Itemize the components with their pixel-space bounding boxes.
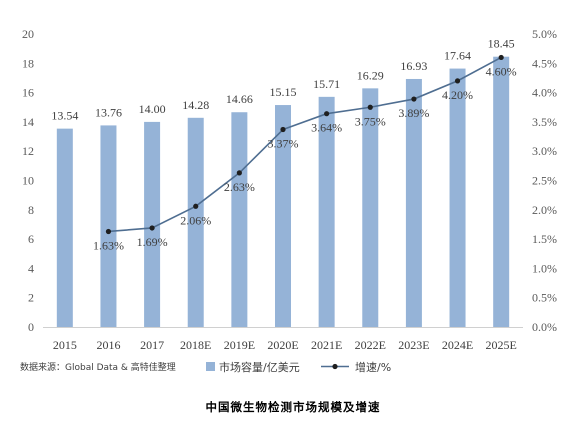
y-left-tick-label: 14 [22, 115, 34, 129]
bar-value-label: 16.29 [357, 68, 384, 82]
y-left-tick-label: 0 [28, 320, 34, 334]
x-tick-label: 2018E [180, 338, 211, 352]
growth-value-label: 3.89% [398, 106, 429, 120]
growth-value-label: 1.63% [93, 238, 124, 252]
growth-point [324, 111, 330, 117]
bar-value-label: 14.00 [139, 102, 166, 116]
bar [449, 68, 466, 327]
x-tick-label: 2023E [398, 338, 429, 352]
bar-value-label: 14.66 [226, 92, 253, 106]
bar-value-label: 13.54 [51, 109, 78, 123]
chart-caption: 中国微生物检测市场规模及增速 [205, 400, 381, 414]
legend-label-line: 增速/% [355, 360, 391, 374]
growth-value-label: 2.06% [180, 213, 211, 227]
bar-value-label: 15.15 [270, 85, 297, 99]
x-tick-label: 2020E [267, 338, 298, 352]
bar [231, 112, 248, 327]
bar [405, 78, 422, 328]
growth-point [236, 170, 242, 176]
growth-point [367, 104, 373, 110]
legend-swatch-bar [206, 362, 215, 371]
y-right-tick-label: 0.5% [532, 291, 557, 305]
bar [187, 117, 204, 327]
growth-value-label: 3.64% [311, 121, 342, 135]
x-tick-label: 2024E [442, 338, 473, 352]
growth-point [280, 126, 286, 133]
bar-value-label: 14.28 [182, 98, 209, 112]
bar [144, 121, 161, 328]
y-right-tick-label: 2.0% [532, 203, 557, 217]
y-left-tick-label: 18 [22, 56, 34, 70]
y-right-tick-label: 4.5% [532, 56, 557, 70]
y-right-tick-label: 4.0% [532, 86, 557, 100]
bar-value-label: 18.45 [488, 37, 515, 51]
x-tick-label: 2022E [355, 338, 386, 352]
x-tick-label: 2021E [311, 338, 342, 352]
y-left-tick-label: 2 [28, 291, 34, 305]
legend-swatch-marker [332, 363, 338, 370]
bar [493, 56, 510, 328]
y-left-tick-label: 4 [28, 261, 34, 275]
legend-label-bar: 市场容量/亿美元 [219, 360, 300, 374]
growth-point [498, 54, 504, 61]
y-right-tick-label: 5.0% [532, 27, 557, 41]
y-right-tick-label: 0.0% [532, 320, 557, 334]
source-note: 数据来源：Global Data & 高特佳整理 [20, 363, 176, 373]
growth-point [454, 78, 461, 84]
y-right-tick-label: 1.5% [532, 232, 557, 246]
y-left-tick-label: 10 [22, 174, 34, 188]
bar-value-label: 17.64 [444, 49, 471, 63]
y-right-tick-label: 1.0% [532, 261, 557, 275]
growth-point [105, 228, 112, 235]
y-left-tick-label: 16 [22, 86, 34, 100]
bar [362, 88, 379, 327]
growth-value-label: 1.69% [137, 235, 168, 249]
bar-value-label: 16.93 [400, 59, 427, 73]
y-right-tick-label: 2.5% [532, 174, 557, 188]
bar-value-label: 15.71 [313, 77, 340, 91]
growth-value-label: 2.63% [224, 180, 255, 194]
x-tick-label: 2019E [224, 338, 255, 352]
y-left-tick-label: 20 [22, 27, 34, 41]
growth-value-label: 3.37% [268, 137, 299, 151]
y-left-tick-label: 12 [22, 144, 34, 158]
x-tick-label: 2016 [96, 338, 120, 352]
combo-chart: 0 2 4 6 8 10 12 14 16 18 20 0.0% 0.5% 1.0% 1.5% 2.0% 2.5… [22, 27, 557, 374]
y-right-tick-label: 3.0% [532, 144, 557, 158]
bar-value-label: 13.76 [95, 105, 122, 119]
bar [318, 96, 335, 327]
growth-point [411, 96, 417, 102]
x-tick-label: 2015 [53, 338, 77, 352]
bar [275, 105, 291, 328]
growth-point [193, 203, 199, 209]
x-tick-label: 2025E [486, 338, 517, 352]
y-left-tick-label: 6 [28, 232, 34, 246]
growth-point [149, 225, 155, 231]
y-right-tick-label: 3.5% [532, 115, 557, 129]
x-tick-label: 2017 [140, 338, 164, 352]
y-left-tick-label: 8 [28, 203, 34, 217]
growth-line [108, 56, 502, 233]
bar [100, 125, 117, 327]
growth-value-label: 4.20% [442, 88, 473, 102]
growth-value-label: 3.75% [355, 114, 386, 128]
bar [56, 128, 73, 327]
growth-value-label: 4.60% [486, 64, 517, 78]
